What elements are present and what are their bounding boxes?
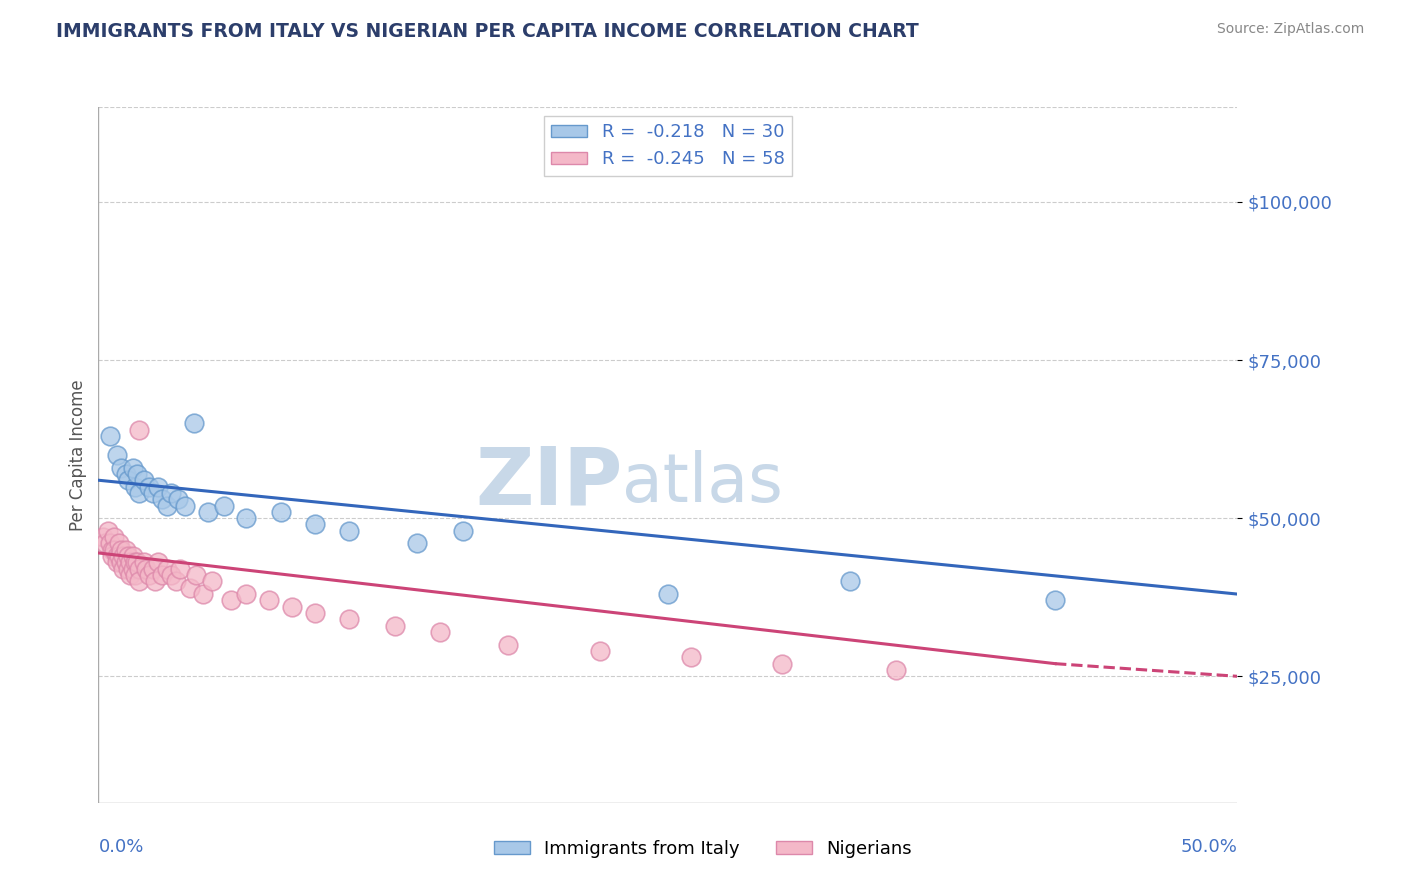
Point xyxy=(193,587,215,601)
Legend: R =  -0.218   N = 30, R =  -0.245   N = 58: R = -0.218 N = 30, R = -0.245 N = 58 xyxy=(544,116,792,176)
Point xyxy=(135,562,157,576)
Point xyxy=(108,549,131,563)
Point xyxy=(498,638,520,652)
Point xyxy=(112,549,135,563)
Point xyxy=(108,536,131,550)
Point xyxy=(337,612,360,626)
Point xyxy=(183,417,205,431)
Point xyxy=(128,423,150,437)
Point xyxy=(884,663,907,677)
Point xyxy=(132,473,155,487)
Point xyxy=(337,524,360,538)
Point xyxy=(169,562,191,576)
Point xyxy=(429,625,451,640)
Point xyxy=(91,530,114,544)
Text: ZIP: ZIP xyxy=(475,443,623,522)
Text: 50.0%: 50.0% xyxy=(1181,838,1237,855)
Point xyxy=(124,556,146,570)
Point xyxy=(212,499,235,513)
Point xyxy=(120,556,142,570)
Point xyxy=(120,568,142,582)
Point xyxy=(384,618,406,632)
Point xyxy=(156,499,179,513)
Point xyxy=(105,556,128,570)
Point xyxy=(110,542,132,557)
Point xyxy=(657,587,679,601)
Point xyxy=(128,562,150,576)
Text: 0.0%: 0.0% xyxy=(98,838,143,855)
Point xyxy=(179,581,201,595)
Point xyxy=(235,587,257,601)
Point xyxy=(281,599,304,614)
Point xyxy=(138,479,160,493)
Point xyxy=(160,568,183,582)
Point xyxy=(94,536,117,550)
Point xyxy=(110,460,132,475)
Point xyxy=(150,492,173,507)
Point xyxy=(117,562,139,576)
Point xyxy=(142,562,165,576)
Point xyxy=(103,530,125,544)
Point xyxy=(146,556,169,570)
Point xyxy=(127,467,149,481)
Point xyxy=(156,562,179,576)
Point xyxy=(304,517,326,532)
Point xyxy=(679,650,702,665)
Point xyxy=(174,499,197,513)
Point xyxy=(160,486,183,500)
Point xyxy=(145,574,167,589)
Point xyxy=(201,574,224,589)
Point xyxy=(98,429,121,443)
Point xyxy=(105,549,128,563)
Point xyxy=(96,524,118,538)
Point xyxy=(105,448,128,462)
Point xyxy=(219,593,242,607)
Point xyxy=(406,536,429,550)
Point xyxy=(121,549,143,563)
Point xyxy=(146,479,169,493)
Point xyxy=(451,524,474,538)
Point xyxy=(101,542,124,557)
Text: Source: ZipAtlas.com: Source: ZipAtlas.com xyxy=(1216,22,1364,37)
Point xyxy=(132,556,155,570)
Point xyxy=(127,556,149,570)
Point xyxy=(1043,593,1066,607)
Point xyxy=(304,606,326,620)
Point xyxy=(114,467,136,481)
Point xyxy=(128,486,150,500)
Point xyxy=(235,511,257,525)
Point xyxy=(114,556,136,570)
Point xyxy=(128,574,150,589)
Point xyxy=(117,473,139,487)
Point xyxy=(270,505,292,519)
Point xyxy=(839,574,862,589)
Point xyxy=(142,486,165,500)
Point xyxy=(770,657,793,671)
Point xyxy=(110,556,132,570)
Point xyxy=(165,574,187,589)
Point xyxy=(121,460,143,475)
Point xyxy=(124,479,146,493)
Point xyxy=(117,549,139,563)
Point xyxy=(103,542,125,557)
Point xyxy=(259,593,281,607)
Point xyxy=(121,562,143,576)
Point xyxy=(98,536,121,550)
Point xyxy=(101,549,124,563)
Y-axis label: Per Capita Income: Per Capita Income xyxy=(69,379,87,531)
Point xyxy=(197,505,219,519)
Point xyxy=(150,568,173,582)
Point xyxy=(186,568,208,582)
Point xyxy=(588,644,610,658)
Text: IMMIGRANTS FROM ITALY VS NIGERIAN PER CAPITA INCOME CORRELATION CHART: IMMIGRANTS FROM ITALY VS NIGERIAN PER CA… xyxy=(56,22,920,41)
Point xyxy=(112,562,135,576)
Text: atlas: atlas xyxy=(623,450,783,516)
Point xyxy=(114,542,136,557)
Legend: Immigrants from Italy, Nigerians: Immigrants from Italy, Nigerians xyxy=(486,833,920,865)
Point xyxy=(138,568,160,582)
Point xyxy=(124,568,146,582)
Point xyxy=(167,492,190,507)
